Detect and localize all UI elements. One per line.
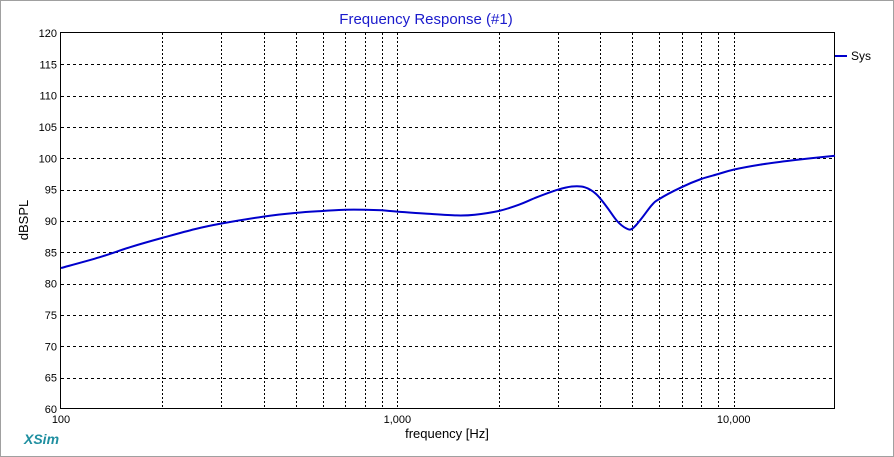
y-axis-label: dBSPL bbox=[16, 200, 31, 240]
y-tick-label: 110 bbox=[39, 91, 57, 103]
y-tick-label: 90 bbox=[45, 216, 57, 228]
x-tick-label: 100 bbox=[52, 414, 70, 426]
y-tick-label: 85 bbox=[45, 247, 57, 259]
xsim-logo: XSim bbox=[23, 431, 59, 447]
y-tick-label: 115 bbox=[39, 59, 57, 71]
legend-entry-sys: Sys bbox=[851, 49, 871, 63]
y-tick-label: 100 bbox=[39, 153, 57, 165]
legend: Sys bbox=[835, 49, 871, 63]
x-axis-ticks: 100 1,000 10,000 bbox=[52, 414, 751, 426]
x-tick-label: 10,000 bbox=[717, 414, 751, 426]
y-tick-label: 65 bbox=[45, 373, 57, 385]
x-tick-label: 1,000 bbox=[384, 414, 412, 426]
series-line-sys bbox=[60, 154, 836, 269]
x-axis-label: frequency [Hz] bbox=[405, 426, 489, 441]
y-tick-label: 75 bbox=[45, 310, 57, 322]
chart-title: Frequency Response (#1) bbox=[339, 11, 512, 28]
y-tick-label: 95 bbox=[45, 185, 57, 197]
y-tick-label: 120 bbox=[39, 28, 57, 40]
y-tick-label: 80 bbox=[45, 279, 57, 291]
grid bbox=[61, 33, 835, 409]
y-tick-label: 60 bbox=[45, 404, 57, 416]
y-axis-ticks: 60 65 70 75 80 85 90 95 100 105 110 115 120 bbox=[39, 28, 57, 416]
y-tick-label: 70 bbox=[45, 341, 57, 353]
plot-area-border bbox=[60, 32, 835, 409]
y-tick-label: 105 bbox=[39, 122, 57, 134]
